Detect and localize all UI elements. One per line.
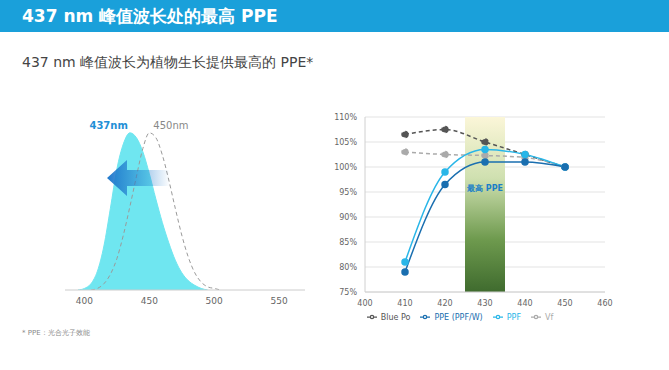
- html-text:Vf: Vf: [545, 312, 554, 322]
- svg-text:440: 440: [517, 299, 532, 308]
- svg-text:450: 450: [557, 299, 572, 308]
- svg-text:85%: 85%: [339, 238, 357, 247]
- html-text:Blue Po: Blue Po: [380, 312, 411, 322]
- svg-text:460: 460: [597, 299, 612, 308]
- svg-text:110%: 110%: [334, 113, 357, 122]
- svg-text:105%: 105%: [334, 138, 357, 147]
- svg-text:410: 410: [397, 299, 412, 308]
- svg-text:75%: 75%: [339, 288, 357, 297]
- svg-text:450nm: 450nm: [153, 120, 188, 131]
- html-text:PPF: PPF: [506, 312, 521, 322]
- svg-text:80%: 80%: [339, 263, 357, 272]
- svg-text:550: 550: [270, 296, 287, 306]
- html-text:PPE (PPF/W): PPE (PPF/W): [434, 312, 483, 322]
- svg-text:100%: 100%: [334, 163, 357, 172]
- svg-text:500: 500: [206, 296, 223, 306]
- html-text:437 nm 峰值波长处的最高 PPE: 437 nm 峰值波长处的最高 PPE: [22, 6, 278, 26]
- svg-text:最高 PPE: 最高 PPE: [466, 183, 503, 193]
- svg-text:437nm: 437nm: [89, 120, 127, 131]
- svg-text:400: 400: [357, 299, 372, 308]
- svg-text:95%: 95%: [339, 188, 357, 197]
- svg-text:430: 430: [477, 299, 492, 308]
- svg-text:420: 420: [437, 299, 452, 308]
- html-text:437 nm 峰值波长为植物生长提供最高的 PPE*: 437 nm 峰值波长为植物生长提供最高的 PPE*: [22, 54, 314, 70]
- svg-text:400: 400: [76, 296, 93, 306]
- svg-text:90%: 90%: [339, 213, 357, 222]
- svg-text:450: 450: [141, 296, 158, 306]
- html-text:* PPE：光合光子效能: * PPE：光合光子效能: [22, 329, 90, 337]
